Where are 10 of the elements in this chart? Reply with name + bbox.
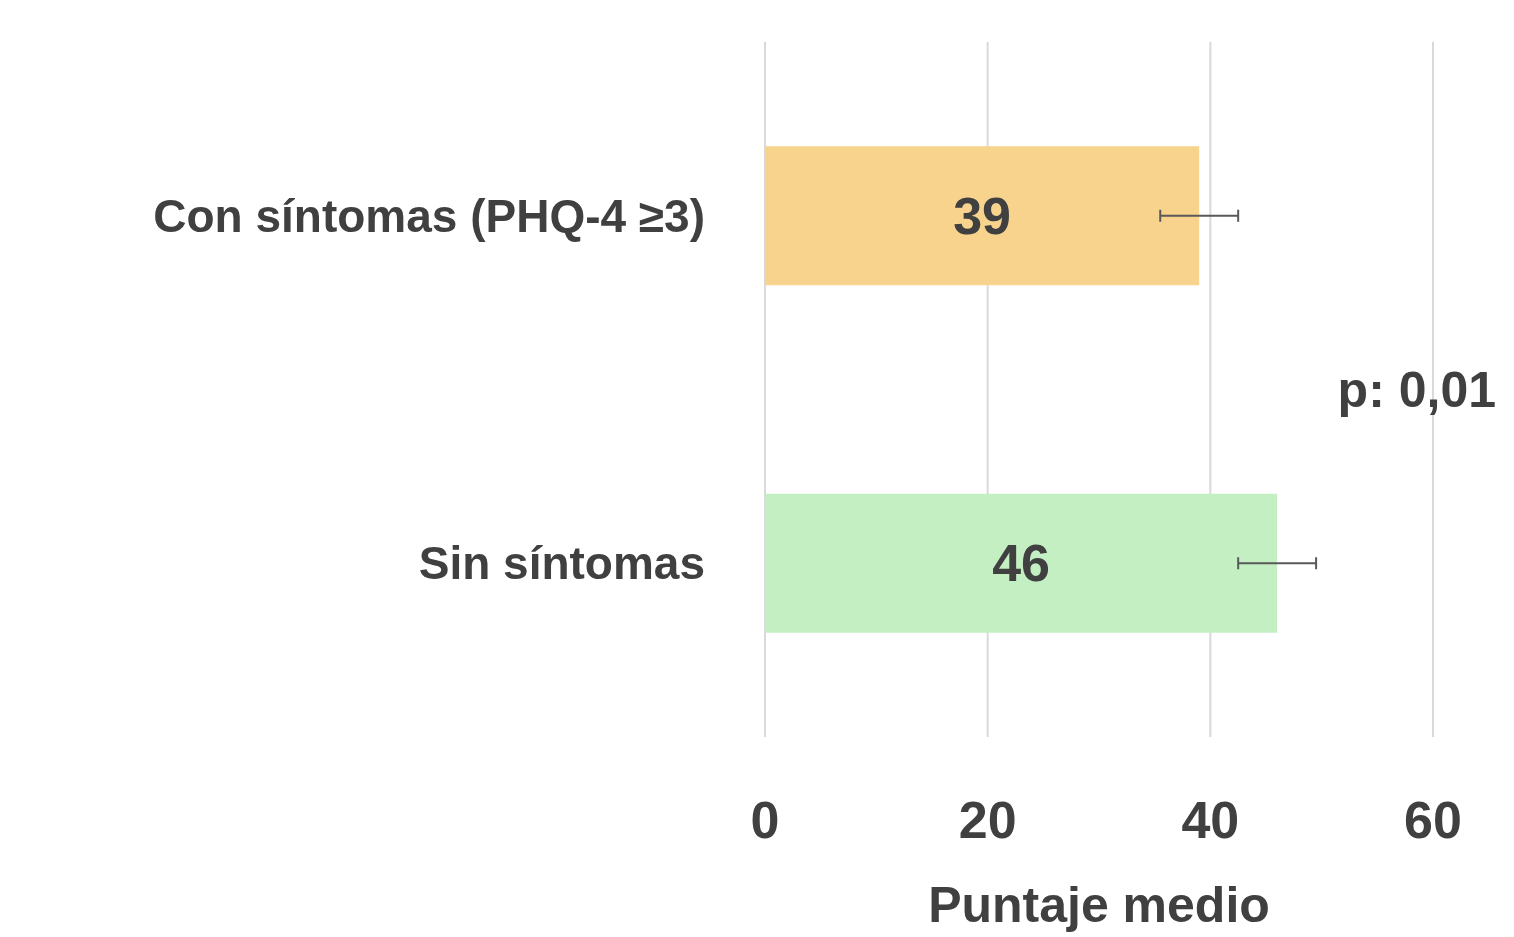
data-label: 46 xyxy=(992,534,1050,593)
x-tick-label: 60 xyxy=(1404,791,1462,849)
annotation: p: 0,01 xyxy=(1337,362,1496,418)
x-tick-label: 40 xyxy=(1181,791,1240,849)
x-tick-label: 0 xyxy=(750,791,780,849)
x-axis-title: Puntaje medio xyxy=(928,877,1270,933)
data-label: 39 xyxy=(953,186,1012,245)
x-tick-label: 20 xyxy=(958,791,1017,849)
y-tick-label: Con síntomas (PHQ-4 ≥3) xyxy=(153,189,705,242)
y-tick-label: Sin síntomas xyxy=(418,537,705,590)
